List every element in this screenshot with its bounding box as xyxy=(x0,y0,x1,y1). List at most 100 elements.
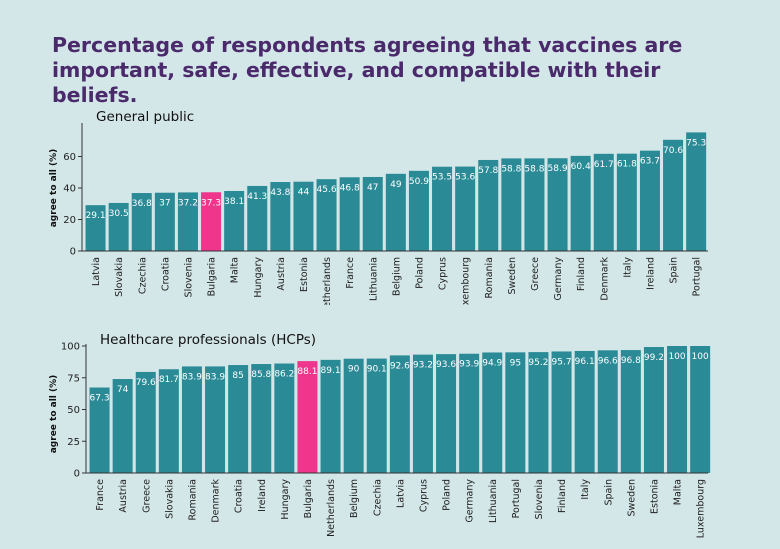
value-label: 47 xyxy=(367,183,378,193)
x-tick-label: Finland xyxy=(576,257,587,291)
x-tick-label: Lithuania xyxy=(368,257,379,301)
value-label: 83.9 xyxy=(205,372,225,382)
bar-slovenia xyxy=(528,352,549,473)
bar-finland xyxy=(570,155,591,251)
y-tick-label: 60 xyxy=(63,152,76,163)
value-label: 100 xyxy=(692,352,709,362)
bar-bulgaria xyxy=(201,192,222,251)
axes xyxy=(85,344,708,474)
x-tick-label: Greece xyxy=(530,257,541,291)
bar-malta xyxy=(667,346,688,473)
bar-luxembourg xyxy=(455,166,476,251)
bar-group: 67.3 France 74 Austria 79.6 Greece 81.7 Slovaki… xyxy=(90,346,711,538)
value-label: 67.3 xyxy=(90,394,110,404)
bar-germany xyxy=(459,353,480,473)
value-label: 83.9 xyxy=(182,372,202,382)
chart-subtitle: Healthcare professionals (HCPs) xyxy=(100,332,316,348)
axes xyxy=(81,123,708,252)
x-tick-label: Germany xyxy=(553,257,564,301)
bar-hungary xyxy=(247,185,268,251)
bar-latvia xyxy=(389,355,410,473)
value-label: 41.3 xyxy=(247,192,267,202)
value-label: 90.1 xyxy=(367,365,387,375)
bar-greece xyxy=(524,158,545,251)
x-tick-label: Netherlands xyxy=(322,257,333,305)
value-label: 93.6 xyxy=(436,360,456,370)
value-label: 85.8 xyxy=(251,370,271,380)
x-tick-label: Estonia xyxy=(649,479,660,514)
x-tick-label: Czechia xyxy=(137,257,148,294)
x-tick-label: France xyxy=(95,479,106,511)
bar-romania xyxy=(181,366,202,473)
value-label: 93.2 xyxy=(413,361,433,371)
bar-group: 29.1 Latvia 30.5 Slovakia 36.8 Czechia 37 Croat… xyxy=(86,132,706,305)
value-label: 37 xyxy=(159,199,170,209)
x-tick-label: Hungary xyxy=(253,257,264,298)
chart-subtitle: General public xyxy=(96,109,194,125)
x-tick-label: Finland xyxy=(557,479,568,513)
x-tick-label: Portugal xyxy=(692,257,703,296)
x-tick-label: Croatia xyxy=(160,257,171,291)
bar-lithuania xyxy=(482,352,503,473)
value-label: 53.5 xyxy=(432,173,452,183)
x-tick-label: Portugal xyxy=(511,479,522,518)
value-label: 96.6 xyxy=(598,356,618,366)
y-axis-label: agree to all (%) xyxy=(49,149,59,228)
x-tick-label: France xyxy=(345,257,356,289)
value-label: 74 xyxy=(117,385,129,395)
bar-cyprus xyxy=(412,354,433,473)
bar-slovenia xyxy=(177,192,198,251)
bar-bulgaria xyxy=(297,361,318,473)
x-tick-label: Bulgaria xyxy=(207,257,218,296)
x-tick-label: Bulgaria xyxy=(303,479,314,518)
x-tick-label: Estonia xyxy=(299,257,310,292)
x-tick-label: Sweden xyxy=(507,257,518,295)
x-tick-label: Italy xyxy=(580,479,591,500)
x-tick-label: Croatia xyxy=(234,479,245,513)
y-tick-label: 50 xyxy=(67,405,80,416)
bar-estonia xyxy=(293,181,314,251)
bar-croatia xyxy=(228,365,249,473)
x-tick-label: Austria xyxy=(276,257,287,291)
value-label: 86.2 xyxy=(274,370,294,380)
x-tick-label: Romania xyxy=(484,257,495,299)
bar-cyprus xyxy=(432,166,453,251)
x-tick-label: Romania xyxy=(187,479,198,521)
x-tick-label: Belgium xyxy=(349,479,360,518)
value-label: 29.1 xyxy=(86,211,106,221)
bar-spain xyxy=(663,139,684,251)
value-label: 49 xyxy=(390,180,402,190)
value-label: 37.3 xyxy=(201,198,221,208)
x-tick-label: Ireland xyxy=(257,479,268,512)
y-axis-ticks: 0 25 50 75 100 xyxy=(61,342,86,480)
bar-denmark xyxy=(205,366,226,473)
value-label: 94.9 xyxy=(482,358,502,368)
bar-poland xyxy=(436,354,457,473)
healthcare-professionals-chart: Healthcare professionals (HCPs) agree to… xyxy=(49,332,711,538)
y-tick-label: 100 xyxy=(61,342,80,353)
value-label: 46.8 xyxy=(340,183,360,193)
bar-czechia xyxy=(366,358,387,473)
value-label: 61.8 xyxy=(617,160,637,170)
value-label: 75.3 xyxy=(686,138,706,148)
y-tick-label: 0 xyxy=(74,469,80,480)
value-label: 90 xyxy=(348,365,360,375)
bar-luxembourg xyxy=(690,346,711,473)
y-tick-label: 75 xyxy=(67,373,80,384)
x-tick-label: Slovakia xyxy=(114,257,125,297)
value-label: 70.6 xyxy=(663,146,683,156)
bar-croatia xyxy=(154,192,175,251)
value-label: 53.6 xyxy=(455,173,475,183)
x-tick-label: Cyprus xyxy=(418,479,429,512)
x-tick-label: Slovakia xyxy=(164,479,175,519)
x-tick-label: Czechia xyxy=(372,479,383,516)
x-tick-label: Latvia xyxy=(91,257,102,286)
bar-austria xyxy=(112,379,133,473)
bar-italy xyxy=(616,153,637,251)
value-label: 57.8 xyxy=(478,166,498,176)
general-public-chart: General public agree to all (%) 0204060 … xyxy=(49,109,708,305)
value-label: 38.1 xyxy=(224,197,244,207)
bar-germany xyxy=(547,158,568,251)
x-tick-label: Denmark xyxy=(211,479,222,523)
value-label: 81.7 xyxy=(159,375,179,385)
